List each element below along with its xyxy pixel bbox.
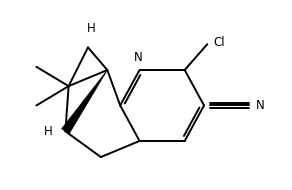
Polygon shape bbox=[62, 70, 107, 134]
Text: H: H bbox=[87, 21, 95, 35]
Text: N: N bbox=[256, 99, 264, 112]
Text: H: H bbox=[44, 125, 53, 138]
Text: Cl: Cl bbox=[214, 36, 225, 49]
Text: N: N bbox=[133, 51, 142, 64]
